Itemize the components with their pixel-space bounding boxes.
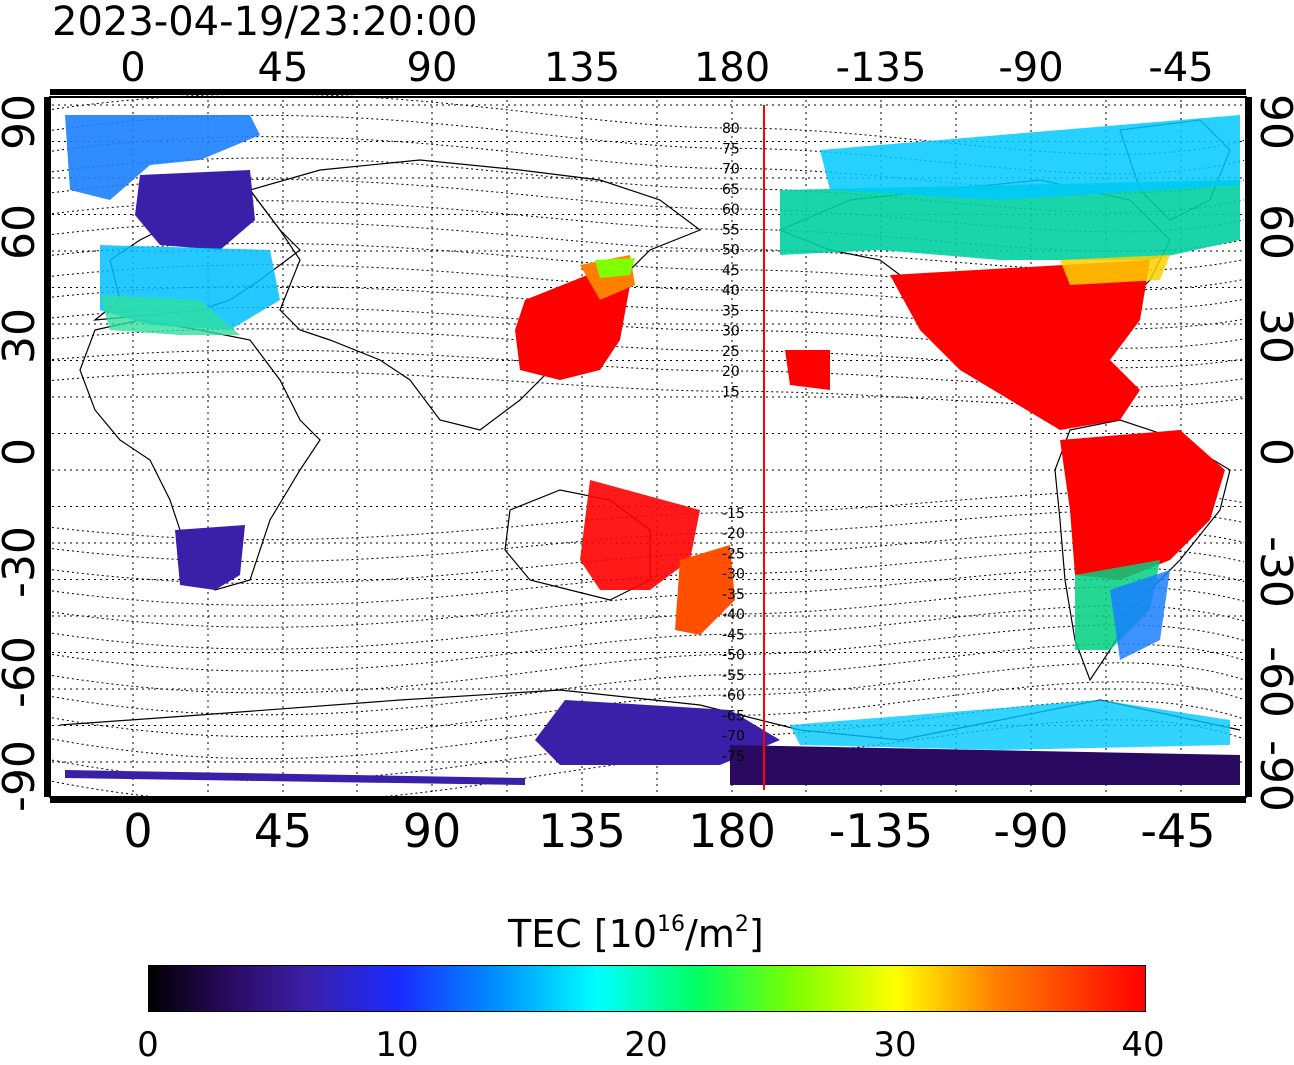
tec-patch-hawaii xyxy=(785,350,830,390)
tec-observations xyxy=(65,115,1240,785)
mlat-label: 30 xyxy=(722,324,740,340)
mlat-label: 80 xyxy=(722,121,740,137)
mlat-label: 65 xyxy=(722,182,740,198)
mlat-label: -60 xyxy=(722,688,745,704)
top-lon-tick: 135 xyxy=(543,45,621,91)
colorbar-title-close: ] xyxy=(748,912,764,956)
mlat-label: 55 xyxy=(722,222,740,238)
colorbar-title-exponent: 16 xyxy=(657,912,686,937)
map-title: 2023-04-19/23:20:00 xyxy=(52,0,478,45)
mlat-label: -40 xyxy=(722,607,745,623)
colorbar-tick: 20 xyxy=(624,1025,668,1065)
mlat-label: -65 xyxy=(722,708,745,724)
mlat-label: -70 xyxy=(722,729,745,745)
mlat-contour xyxy=(51,681,1245,760)
tec-patch-north-america xyxy=(890,260,1150,430)
tec-patch-new-zealand xyxy=(675,545,735,635)
colorbar-title-text: TEC [10 xyxy=(508,912,658,956)
mlat-label: -35 xyxy=(722,587,745,603)
tec-patch-australia xyxy=(580,480,700,590)
frame-tick-bars xyxy=(44,89,1252,803)
mlat-label: -15 xyxy=(722,506,745,522)
top-lon-tick: 0 xyxy=(120,45,146,91)
mlat-contour xyxy=(51,306,1245,349)
tec-patch-south-africa xyxy=(175,525,245,590)
mlat-label: -75 xyxy=(722,749,745,765)
top-lon-tick: 90 xyxy=(406,45,458,91)
mlat-label: 70 xyxy=(722,162,740,178)
mlat-label: 40 xyxy=(722,283,740,299)
tec-patch-antarctic-deep xyxy=(730,745,1240,785)
mlat-contour xyxy=(51,605,1245,672)
mlat-label: -55 xyxy=(722,668,745,684)
tec-patch-arctic-america xyxy=(820,115,1240,200)
mlat-contour xyxy=(51,328,1245,369)
mlat-label: 15 xyxy=(722,384,740,400)
mlat-contour xyxy=(51,371,1245,407)
colorbar-title-unit-exponent: 2 xyxy=(734,912,749,937)
mlat-label: 75 xyxy=(722,141,740,157)
mlat-contour xyxy=(51,285,1245,330)
coast-africa xyxy=(79,319,321,591)
mlat-label: 60 xyxy=(722,202,740,218)
bottom-lon-tick: 135 xyxy=(538,804,626,858)
top-lon-tick: 45 xyxy=(257,45,309,91)
mlat-label: -20 xyxy=(722,526,745,542)
colorbar-title-unit: /m xyxy=(685,912,735,956)
mlat-label: 45 xyxy=(722,263,740,279)
bottom-lon-tick: -45 xyxy=(1140,804,1216,858)
bottom-lon-tick: 180 xyxy=(688,804,776,858)
bottom-lon-tick: 90 xyxy=(402,804,462,858)
mlat-label: 50 xyxy=(722,243,740,259)
mlat-label: -50 xyxy=(722,648,745,664)
tec-patch-north-america-band xyxy=(780,180,1240,260)
top-lon-tick: -45 xyxy=(1148,45,1214,91)
colorbar-tick: 0 xyxy=(137,1025,159,1065)
top-lon-tick: -90 xyxy=(998,45,1064,91)
tec-patch-scandinavia xyxy=(135,170,255,250)
colorbar-tick: 30 xyxy=(873,1025,917,1065)
mlat-label: -45 xyxy=(722,627,745,643)
bottom-lon-tick: 45 xyxy=(253,804,313,858)
mlat-contour xyxy=(51,719,1245,803)
tec-patch-antarctic-west xyxy=(790,700,1230,750)
mlat-label: -25 xyxy=(722,546,745,562)
tec-patch-europe-south xyxy=(100,295,240,335)
bottom-lon-tick: -135 xyxy=(828,804,934,858)
tec-colorbar xyxy=(148,965,1146,1012)
mlat-label: 35 xyxy=(722,303,740,319)
tec-patch-japan-north xyxy=(595,258,635,278)
mlat-label: 25 xyxy=(722,344,740,360)
tec-patch-antarctic-strip xyxy=(65,770,525,785)
colorbar-tick: 40 xyxy=(1121,1025,1165,1065)
magnetic-latitude-labels: 80 75 70 65 60 55 50 45 40 35 30 25 20 15 -15 -20 -25 -30… xyxy=(722,121,745,765)
coast-asia xyxy=(248,159,702,431)
mlat-contour xyxy=(51,624,1245,694)
mlat-contour xyxy=(51,349,1245,388)
bottom-lon-tick: 0 xyxy=(123,804,153,858)
bottom-lon-tick: -90 xyxy=(993,804,1069,858)
mlat-label: -30 xyxy=(722,567,745,583)
colorbar-title: TEC [1016/m2] xyxy=(508,905,764,954)
tec-patch-antarctic-coast xyxy=(535,700,780,765)
tec-patch-south-america xyxy=(1060,430,1225,580)
top-lon-tick: 180 xyxy=(693,45,771,91)
tec-patch-us-northeast xyxy=(1060,255,1170,285)
tec-patch-patagonia xyxy=(1110,570,1170,660)
tec-patch-arctic-europe xyxy=(65,115,260,200)
top-lon-tick: -135 xyxy=(835,45,927,91)
mlat-label: 20 xyxy=(722,364,740,380)
colorbar-tick: 10 xyxy=(375,1025,419,1065)
